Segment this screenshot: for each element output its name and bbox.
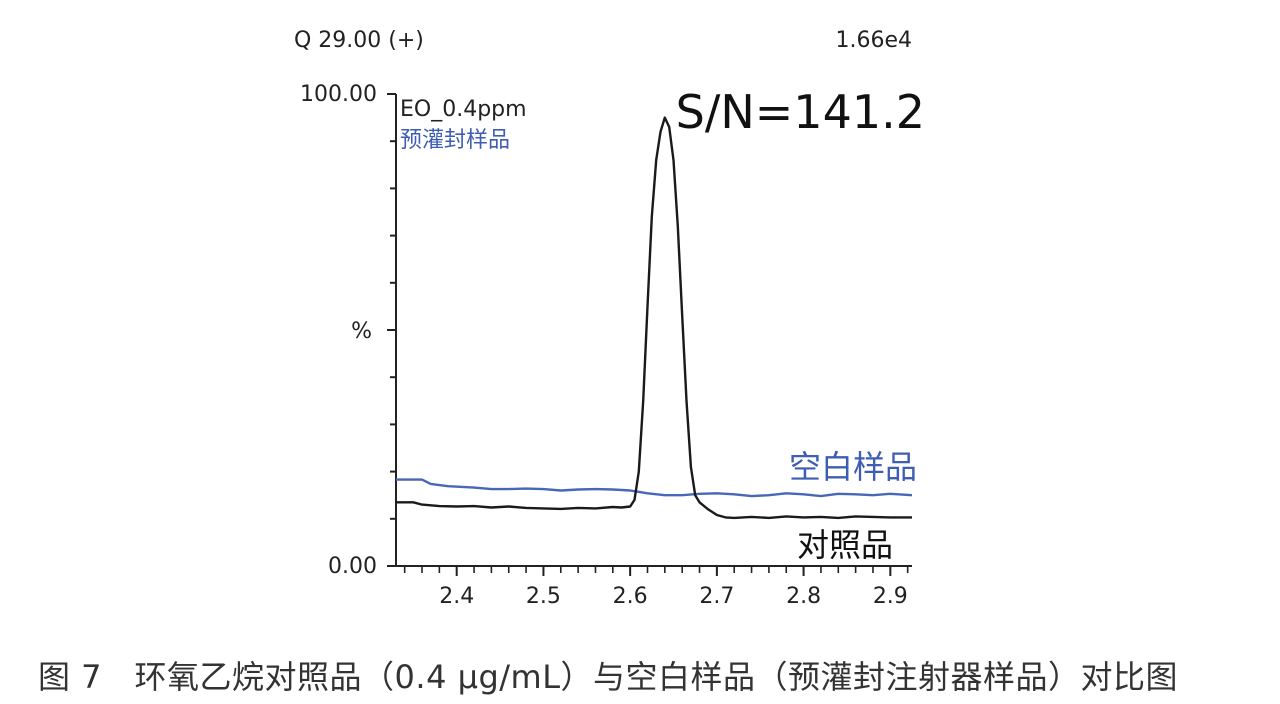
x-tick-label: 2.4 — [439, 584, 474, 609]
axis-ticks: 2.4 2.5 2.6 2.7 2.8 2.9 — [387, 93, 909, 609]
figure-caption: 图 7 环氧乙烷对照品（0.4 μg/mL）与空白样品（预灌封注射器样品）对比图 — [38, 658, 1179, 696]
series-label-blank: 空白样品 — [789, 448, 917, 486]
series-line-reference — [396, 116, 912, 520]
y-axis-label: % — [351, 319, 372, 344]
y-tick-label: 100.00 — [300, 82, 377, 107]
series-label-reference: 对照品 — [797, 526, 893, 564]
chromatogram-chart: Q 29.00 (+) 1.66e4 2.4 2.5 2.6 2.7 2.8 2.9 10… — [294, 28, 925, 609]
x-tick-label: 2.9 — [873, 584, 908, 609]
intensity-label: 1.66e4 — [835, 28, 912, 53]
signal-to-noise-label: S/N=141.2 — [676, 85, 925, 139]
y-tick-labels: 100.00 0.00 — [300, 82, 377, 579]
series-lines — [396, 116, 913, 520]
function-label: Q 29.00 (+) — [294, 28, 424, 53]
x-tick-label: 2.5 — [526, 584, 561, 609]
x-tick-label: 2.6 — [613, 584, 648, 609]
trace-label-prefilled: 预灌封样品 — [400, 128, 510, 153]
trace-label-sample: EO_0.4ppm — [400, 97, 527, 122]
x-tick-label: 2.7 — [699, 584, 734, 609]
axes — [395, 94, 912, 567]
y-tick-label: 0.00 — [328, 554, 377, 579]
series-line-blank — [396, 478, 913, 498]
x-tick-label: 2.8 — [786, 584, 821, 609]
